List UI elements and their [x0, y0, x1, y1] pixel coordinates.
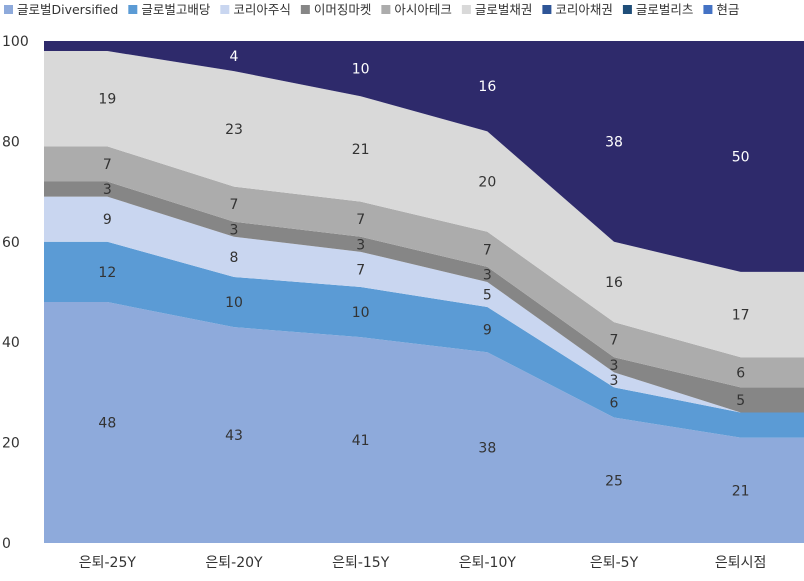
data-label: 25: [605, 473, 623, 489]
legend-swatch: [622, 5, 632, 14]
legend-label: 글로벌리츠: [636, 2, 694, 17]
x-tick-label: 은퇴-20Y: [205, 555, 263, 571]
y-tick-label: 100: [2, 34, 29, 50]
legend-item: 글로벌Diversified: [4, 2, 118, 17]
data-label: 7: [230, 197, 239, 213]
legend-label: 이머징마켓: [314, 2, 372, 17]
data-label: 4: [230, 49, 239, 65]
data-label: 16: [605, 275, 623, 291]
y-tick-label: 20: [2, 436, 20, 452]
legend-swatch: [220, 5, 230, 14]
legend-item: 글로벌고배당: [128, 2, 211, 17]
legend-item: 코리아주식: [220, 2, 291, 17]
legend-item: 코리아채권: [542, 2, 613, 17]
y-tick-label: 60: [2, 235, 20, 251]
data-label: 3: [610, 373, 619, 389]
data-label: 3: [483, 267, 492, 283]
data-label: 6: [736, 365, 745, 381]
area-series-글로벌고배당: [44, 241, 804, 438]
legend-label: 현금: [716, 2, 739, 17]
legend-swatch: [128, 5, 138, 14]
legend-item: 이머징마켓: [300, 2, 372, 17]
legend-swatch: [4, 5, 13, 14]
legend-swatch: [461, 5, 471, 14]
legend-item: 글로벌채권: [461, 2, 533, 17]
y-tick-label: 0: [2, 536, 11, 552]
data-label: 10: [352, 62, 370, 78]
data-label: 3: [103, 182, 112, 198]
data-label: 38: [605, 134, 623, 150]
data-label: 7: [610, 333, 619, 349]
data-label: 3: [230, 222, 239, 238]
data-label: 8: [230, 250, 239, 266]
legend: 글로벌Diversified 글로벌고배당 코리아주식 이머징마켓 아시아테크 글로벌채권…: [4, 2, 739, 17]
legend-item: 글로벌리츠: [622, 2, 694, 17]
data-label: 38: [478, 441, 496, 457]
x-tick-label: 은퇴-25Y: [79, 555, 137, 571]
y-tick-label: 40: [2, 335, 20, 351]
x-tick-label: 은퇴-15Y: [332, 555, 390, 571]
data-label: 48: [98, 416, 116, 432]
data-label: 12: [98, 265, 116, 281]
legend-label: 글로벌채권: [475, 2, 533, 17]
data-label: 5: [736, 393, 745, 409]
data-label: 16: [478, 79, 496, 95]
data-label: 7: [356, 262, 365, 278]
y-tick-label: 80: [2, 134, 20, 150]
legend-label: 코리아채권: [555, 2, 613, 17]
legend-swatch: [300, 5, 310, 14]
data-label: 7: [103, 157, 112, 173]
data-label: 23: [225, 122, 243, 138]
area-series-현금: [44, 41, 804, 272]
legend-label: 코리아주식: [233, 2, 291, 17]
legend-label: 글로벌Diversified: [17, 2, 118, 17]
legend-swatch: [381, 5, 391, 14]
areas-layer: [44, 41, 804, 543]
data-label: 3: [356, 237, 365, 253]
area-series-코리아주식: [44, 196, 804, 413]
data-label: 20: [478, 175, 496, 191]
data-label: 3: [610, 358, 619, 374]
data-label: 5: [483, 288, 492, 304]
data-label: 6: [610, 395, 619, 411]
legend-swatch: [703, 5, 713, 14]
data-label: 41: [352, 433, 370, 449]
data-label: 9: [103, 212, 112, 228]
area-series-글로벌diversified: [44, 302, 804, 543]
data-label: 10: [225, 295, 243, 311]
y-axis: 0 20 40 60 80 100: [2, 34, 29, 552]
x-tick-label: 은퇴-5Y: [590, 555, 639, 571]
data-label: 7: [483, 242, 492, 258]
data-label: 7: [356, 212, 365, 228]
legend-item: 현금: [703, 2, 739, 17]
legend-item: 아시아테크: [381, 2, 452, 17]
data-label: 17: [732, 308, 750, 324]
legend-swatch: [542, 5, 552, 14]
data-label: 10: [352, 305, 370, 321]
data-label: 9: [483, 323, 492, 339]
area-series-글로벌채권: [44, 51, 804, 358]
data-label: 19: [98, 92, 116, 108]
data-label: 21: [352, 142, 370, 158]
x-axis: 은퇴-25Y 은퇴-20Y 은퇴-15Y 은퇴-10Y 은퇴-5Y 은퇴시점: [79, 555, 767, 571]
area-series-아시아테크: [44, 146, 804, 388]
x-tick-label: 은퇴-10Y: [459, 555, 517, 571]
area-series-이머징마켓: [44, 181, 804, 413]
legend-label: 아시아테크: [394, 2, 452, 17]
data-label: 43: [225, 428, 243, 444]
data-label: 21: [732, 483, 750, 499]
data-label: 50: [732, 149, 750, 165]
x-tick-label: 은퇴시점: [715, 555, 767, 571]
legend-label: 글로벌고배당: [141, 2, 211, 17]
